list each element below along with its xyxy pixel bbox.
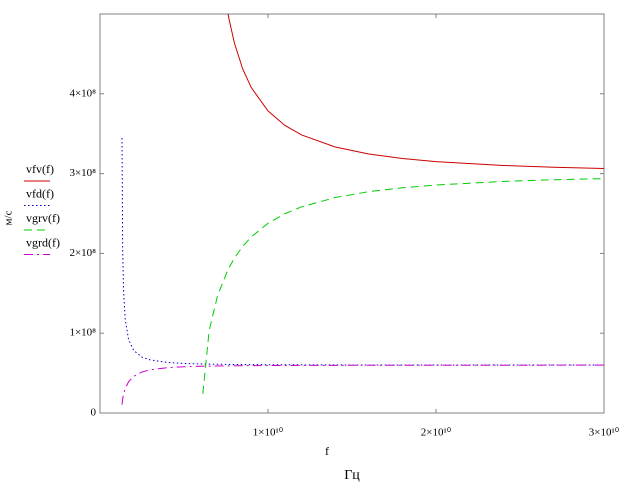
series-layer [121,14,604,405]
x-axis-label: f [325,444,329,458]
series-line [202,178,604,394]
legend-label: vgrv(f) [26,211,60,225]
x-axis-unit: Гц [344,468,360,483]
y-tick-label: 4×10⁸ [69,87,96,99]
y-axis-label: м/с [3,210,15,225]
y-tick-label: 1×10⁸ [69,327,96,339]
legend-label: vfd(f) [26,186,54,200]
y-tick-label: 3×10⁸ [69,167,96,179]
series-line [121,364,604,405]
y-tick-label: 2×10⁸ [69,247,96,259]
y-tick-label: 0 [91,407,97,419]
x-tick-label: 3×10¹⁰ [589,427,620,439]
x-tick-label: 1×10¹⁰ [253,427,284,439]
plot-frame [99,13,605,414]
legend-label: vgrd(f) [26,235,60,249]
x-tick-label: 2×10¹⁰ [421,427,452,439]
series-line [121,138,604,366]
legend-label: vfv(f) [26,162,54,176]
series-line [227,14,604,169]
